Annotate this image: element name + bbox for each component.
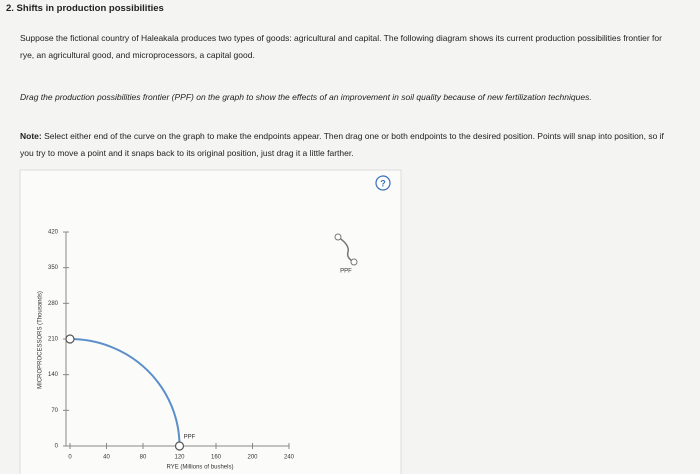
y-tick-label: 0 bbox=[55, 444, 59, 450]
x-tick-label: 80 bbox=[140, 455, 147, 461]
ppf-endpoint[interactable] bbox=[174, 441, 185, 451]
legend[interactable]: PPF bbox=[334, 233, 358, 275]
help-button[interactable] bbox=[375, 175, 391, 191]
y-tick-label: 280 bbox=[48, 301, 59, 307]
graph-panel bbox=[19, 169, 402, 474]
ppf-endpoint[interactable] bbox=[65, 334, 75, 344]
y-tick-label: 70 bbox=[51, 408, 58, 414]
y-tick-label: 140 bbox=[48, 372, 59, 378]
legend-point[interactable] bbox=[334, 233, 342, 241]
y-tick-label: 350 bbox=[48, 265, 59, 271]
legend-point[interactable] bbox=[350, 258, 358, 266]
x-tick-label: 240 bbox=[284, 455, 295, 461]
note: Note: Select either end of the curve on … bbox=[20, 128, 670, 162]
legend-label[interactable]: PPF bbox=[340, 269, 352, 275]
y-axis-title: MICROPROCESSORS (Thousands) bbox=[38, 291, 44, 389]
note-label: Note: bbox=[20, 131, 42, 141]
y-tick-label: 210 bbox=[48, 337, 59, 343]
x-tick-label: 200 bbox=[247, 455, 258, 461]
x-tick-label: 120 bbox=[174, 455, 185, 461]
instruction: Drag the production possibilities fronti… bbox=[20, 92, 592, 102]
legend-line[interactable] bbox=[337, 236, 355, 263]
x-tick-label: 0 bbox=[68, 455, 72, 461]
note-text: Select either end of the curve on the gr… bbox=[20, 131, 664, 158]
x-tick-label: 160 bbox=[211, 455, 222, 461]
curve-label: PPF bbox=[184, 435, 196, 441]
x-tick-label: 40 bbox=[103, 455, 110, 461]
title: 2. Shifts in production possibilities bbox=[6, 3, 164, 14]
help-icon[interactable]: ? bbox=[380, 178, 386, 188]
y-tick-label: 420 bbox=[48, 230, 59, 236]
intro: Suppose the fictional country of Haleaka… bbox=[20, 33, 662, 60]
x-axis-title: RYE (Millions of bushels) bbox=[167, 465, 234, 471]
ppf-curve[interactable] bbox=[69, 338, 181, 447]
